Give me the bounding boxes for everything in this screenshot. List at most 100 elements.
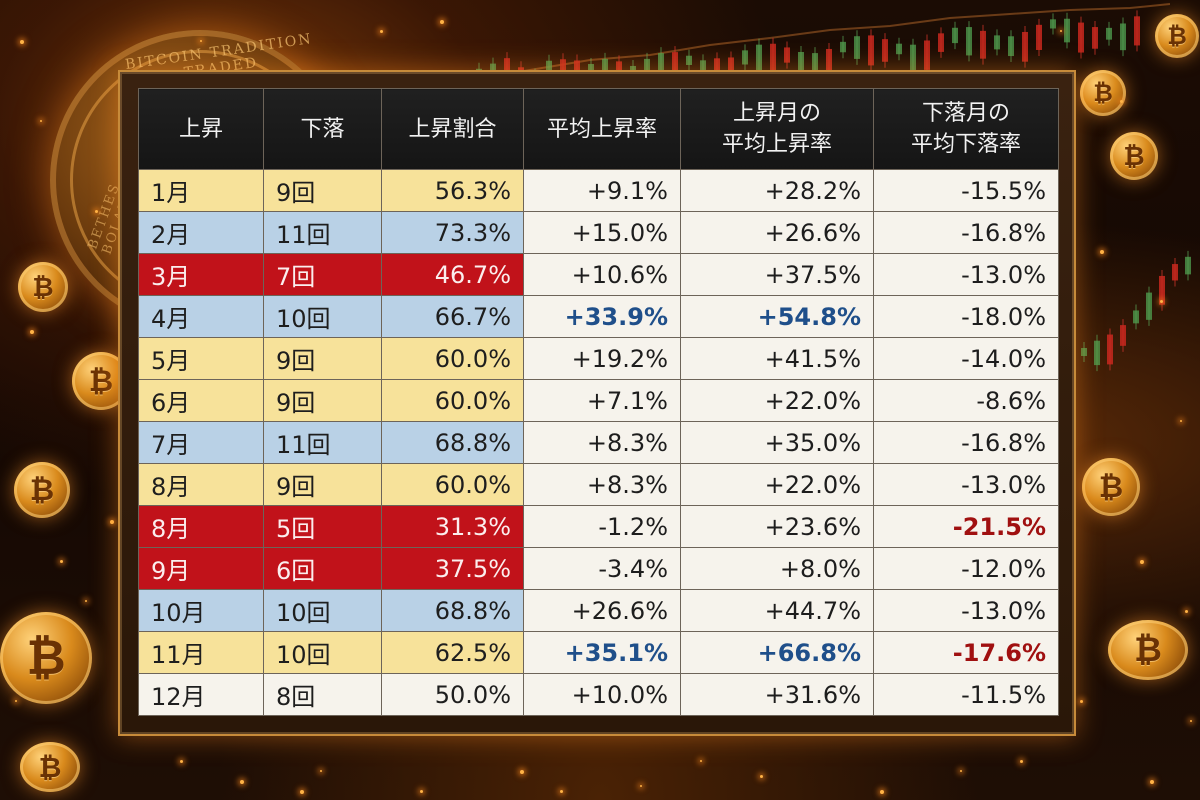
avg-return-cell: +33.9% [523,295,681,338]
candle-body [1078,22,1084,53]
candle-body [910,44,916,71]
candle-body [742,50,748,65]
bitcoin-coin-icon: ₿ [1108,620,1188,680]
candle-body [1094,340,1100,366]
month-cell: 6月 [138,379,264,422]
table-row: 11月 10回 62.5% +35.1% +66.8% -17.6% [138,631,1059,674]
spark [15,700,17,702]
avg-up-return-cell: +31.6% [680,673,874,716]
count-cell: 9回 [263,379,382,422]
bitcoin-coin-icon: ₿ [14,462,70,518]
avg-down-return-cell: -16.8% [873,211,1059,254]
spark [320,770,322,772]
candle-body [1064,18,1070,43]
avg-down-return-cell: -14.0% [873,337,1059,380]
candle-body [1172,264,1178,281]
candle-body [1133,310,1139,324]
spark [200,40,202,42]
header-up-ratio: 上昇割合 [381,88,524,170]
spark [60,560,63,563]
avg-return-cell: +10.6% [523,253,681,296]
table-row: 6月 9回 60.0% +7.1% +22.0% -8.6% [138,379,1059,422]
count-cell: 7回 [263,253,382,296]
month-cell: 1月 [138,169,264,212]
avg-up-return-cell: +26.6% [680,211,874,254]
bitcoin-coin-icon: ₿ [1110,132,1158,180]
bitcoin-coin-icon: ₿ [1155,14,1199,58]
candle-body [1146,292,1152,320]
month-cell: 11月 [138,631,264,674]
header-avg-return: 平均上昇率 [523,88,681,170]
avg-down-return-cell: -17.6% [873,631,1059,674]
spark [1140,560,1144,564]
spark [1120,100,1123,103]
avg-return-cell: +7.1% [523,379,681,422]
month-cell: 8月 [138,463,264,506]
spark [240,780,244,784]
spark [1185,610,1188,613]
spark [640,785,642,787]
bitcoin-coin-icon: ₿ [1082,458,1140,516]
avg-down-return-cell: -15.5% [873,169,1059,212]
month-cell: 4月 [138,295,264,338]
bitcoin-coin-icon: ₿ [0,612,92,704]
count-cell: 10回 [263,295,382,338]
table-row: 4月 10回 66.7% +33.9% +54.8% -18.0% [138,295,1059,338]
ratio-cell: 66.7% [381,295,524,338]
candle-body [1008,36,1014,57]
avg-return-cell: +26.6% [523,589,681,632]
avg-down-return-cell: -11.5% [873,673,1059,716]
candle-body [840,41,846,53]
count-cell: 9回 [263,463,382,506]
count-cell: 11回 [263,211,382,254]
avg-down-return-cell: -16.8% [873,421,1059,464]
header-row: 上昇 下落 上昇割合 平均上昇率 上昇月の 平均上昇率 下落月の 平均下落率 [138,88,1059,170]
avg-up-return-cell: +8.0% [680,547,874,590]
avg-up-return-cell: +23.6% [680,505,874,548]
count-cell: 9回 [263,169,382,212]
candle-body [1120,23,1126,51]
candle-body [966,27,972,56]
spark [95,210,98,213]
spark [1160,300,1163,303]
month-cell: 12月 [138,673,264,716]
avg-up-return-cell: +41.5% [680,337,874,380]
spark [760,775,763,778]
candle-body [1159,275,1165,305]
ratio-cell: 50.0% [381,673,524,716]
avg-return-cell: +10.0% [523,673,681,716]
avg-up-return-cell: +35.0% [680,421,874,464]
month-cell: 7月 [138,421,264,464]
spark [85,600,87,602]
spark [440,20,444,24]
candle-body [854,36,860,59]
count-cell: 6回 [263,547,382,590]
spark [380,30,383,33]
avg-down-return-cell: -13.0% [873,253,1059,296]
candlestick-background-right [1081,250,1191,372]
avg-up-return-cell: +66.8% [680,631,874,674]
candle-body [1134,16,1140,46]
ratio-cell: 31.3% [381,505,524,548]
table-row: 8月 9回 60.0% +8.3% +22.0% -13.0% [138,463,1059,506]
candle-body [924,40,930,70]
spark [1190,720,1192,722]
candle-body [1107,334,1113,365]
count-cell: 8回 [263,673,382,716]
candle-body [770,43,776,73]
candle-body [1092,27,1098,49]
table-row: 3月 7回 46.7% +10.6% +37.5% -13.0% [138,253,1059,296]
ratio-cell: 68.8% [381,421,524,464]
table-row: 5月 9回 60.0% +19.2% +41.5% -14.0% [138,337,1059,380]
avg-up-return-cell: +28.2% [680,169,874,212]
spark [960,770,962,772]
header-avg-up-return: 上昇月の 平均上昇率 [680,88,874,170]
avg-up-return-cell: +37.5% [680,253,874,296]
ratio-cell: 56.3% [381,169,524,212]
bitcoin-monthly-stats-table: 上昇 下落 上昇割合 平均上昇率 上昇月の 平均上昇率 下落月の 平均下落率 1… [138,88,1059,716]
avg-down-return-cell: -13.0% [873,589,1059,632]
avg-down-return-cell: -12.0% [873,547,1059,590]
month-cell: 9月 [138,547,264,590]
spark [1020,760,1023,763]
avg-down-return-cell: -18.0% [873,295,1059,338]
